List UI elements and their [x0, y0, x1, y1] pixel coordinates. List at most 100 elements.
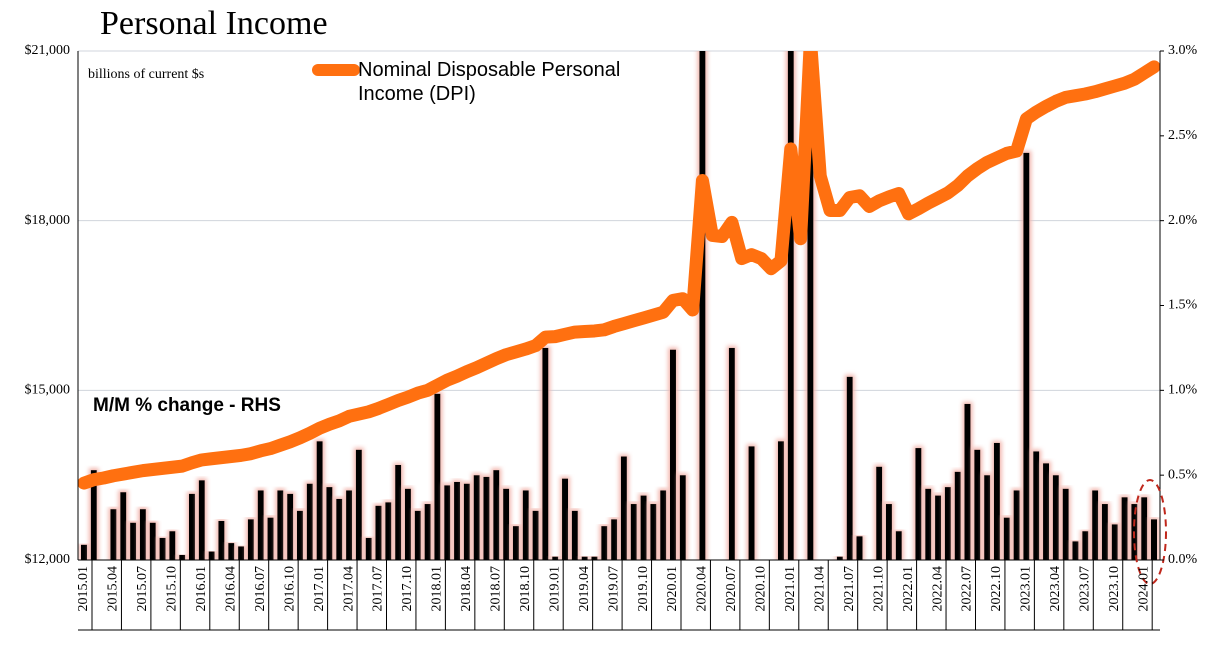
- x-tick-label: 2019.10: [636, 566, 651, 612]
- bar: [1033, 451, 1040, 560]
- bar: [699, 51, 706, 560]
- bar: [885, 504, 892, 560]
- bar: [306, 483, 313, 560]
- bar: [296, 510, 303, 560]
- bar: [552, 556, 559, 560]
- bar: [1151, 519, 1157, 560]
- bar: [571, 510, 578, 560]
- bar: [1003, 517, 1010, 560]
- x-tick-label: 2016.10: [282, 566, 297, 612]
- x-tick-label: 2015.01: [76, 566, 91, 612]
- bar: [640, 495, 647, 560]
- x-tick-label: 2021.01: [783, 566, 798, 612]
- x-tick-label: 2021.10: [871, 566, 886, 612]
- x-tick-label: 2017.10: [400, 566, 415, 612]
- bar: [110, 509, 117, 560]
- bar: [90, 470, 97, 560]
- x-tick-label: 2016.07: [253, 566, 268, 612]
- bar: [925, 488, 932, 560]
- x-tick-label: 2022.07: [960, 566, 975, 612]
- bar: [1121, 497, 1128, 560]
- x-tick-label: 2016.01: [194, 566, 209, 612]
- y-tick-label: $15,000: [25, 383, 71, 398]
- bar: [81, 544, 87, 560]
- bar: [1043, 463, 1050, 560]
- bar: [984, 475, 991, 560]
- y2-tick-label: 0.0%: [1168, 552, 1198, 567]
- x-tick-label: 2017.01: [312, 566, 327, 612]
- x-tick-label: 2024.01: [1136, 566, 1151, 612]
- x-tick-label: 2022.10: [989, 566, 1004, 612]
- bar: [895, 531, 902, 560]
- rhs-note: M/M % change - RHS: [93, 395, 281, 416]
- bar: [1092, 490, 1099, 560]
- bar: [434, 393, 441, 560]
- x-tick-label: 2020.04: [695, 566, 710, 612]
- x-tick-label: 2015.07: [135, 566, 150, 612]
- bar: [120, 492, 127, 560]
- bar: [650, 504, 657, 560]
- x-tick-label: 2022.01: [901, 566, 916, 612]
- bar: [876, 466, 883, 560]
- x-tick-label: 2019.07: [606, 566, 621, 612]
- x-tick-label: 2021.07: [842, 566, 857, 612]
- bar: [355, 449, 362, 560]
- bar: [807, 51, 814, 560]
- bar: [542, 347, 549, 560]
- bar: [473, 475, 480, 560]
- bar: [198, 480, 205, 560]
- bar: [503, 488, 510, 560]
- bar: [159, 537, 166, 560]
- x-tick-label: 2023.01: [1019, 566, 1034, 612]
- y2-tick-label: 2.0%: [1168, 213, 1198, 228]
- x-tick-label: 2020.01: [665, 566, 680, 612]
- bar: [336, 498, 343, 560]
- bar: [1013, 490, 1020, 560]
- bar: [375, 505, 382, 560]
- bar: [964, 403, 971, 560]
- y-tick-label: $12,000: [25, 552, 71, 567]
- bar: [463, 483, 470, 560]
- bar: [1052, 475, 1059, 560]
- y2-tick-label: 0.5%: [1168, 467, 1198, 482]
- bar: [601, 526, 608, 560]
- bar: [993, 442, 1000, 560]
- x-tick-label: 2023.04: [1048, 566, 1063, 612]
- legend-label: Nominal Disposable Personal Income (DPI): [358, 59, 621, 105]
- x-tick-label: 2023.07: [1078, 566, 1093, 612]
- x-tick-label: 2018.07: [489, 566, 504, 612]
- unit-note: billions of current $s: [88, 67, 204, 82]
- bar: [1111, 524, 1118, 560]
- bars: [81, 51, 1157, 560]
- bar: [218, 520, 225, 560]
- bar: [1072, 541, 1079, 560]
- bar: [836, 556, 843, 560]
- highlight-ellipse: [1133, 479, 1167, 585]
- bar: [1023, 152, 1030, 560]
- x-tick-label: 2017.04: [341, 566, 356, 612]
- bar: [856, 536, 863, 560]
- bar: [238, 546, 245, 560]
- x-tick-label: 2017.07: [371, 566, 386, 612]
- bar: [522, 490, 529, 560]
- y-tick-label: $18,000: [25, 213, 71, 228]
- bar: [728, 347, 735, 560]
- bar: [1082, 531, 1089, 560]
- y2-tick-label: 1.0%: [1168, 383, 1198, 398]
- bar: [935, 495, 942, 560]
- bar: [169, 531, 176, 560]
- bar: [267, 517, 274, 560]
- x-tick-label: 2021.04: [812, 566, 827, 612]
- x-tick-label: 2015.10: [165, 566, 180, 612]
- bar: [777, 441, 784, 560]
- bar: [139, 509, 146, 560]
- bar: [679, 475, 686, 560]
- bar: [130, 522, 137, 560]
- bar: [424, 504, 431, 560]
- line: [78, 51, 1160, 490]
- bar: [748, 446, 755, 560]
- y-tick-label: $21,000: [25, 43, 71, 58]
- x-tick-label: 2016.04: [223, 566, 238, 612]
- bar: [208, 551, 215, 560]
